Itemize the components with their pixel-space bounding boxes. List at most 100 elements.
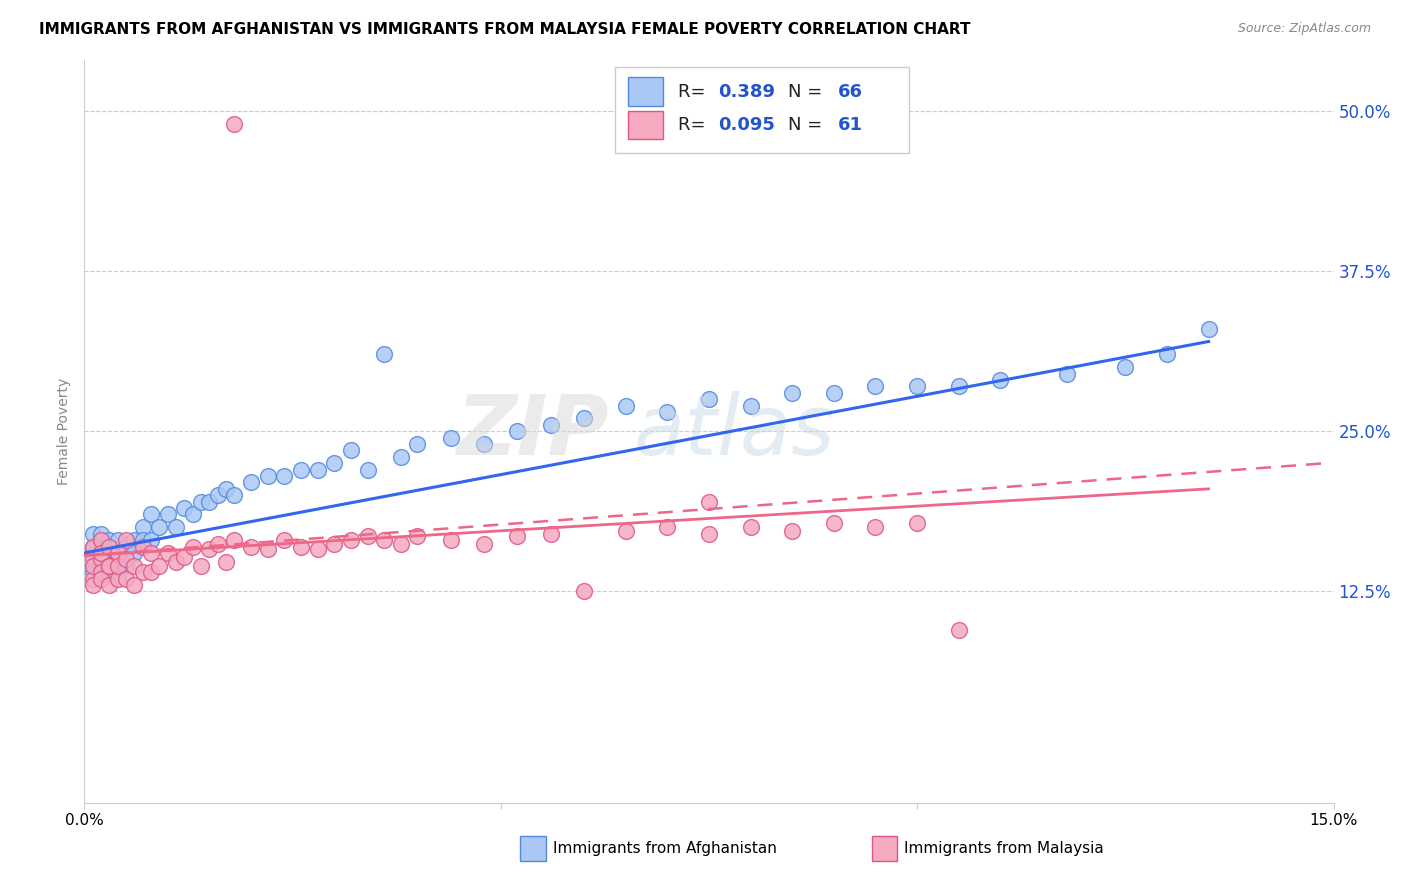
Point	[905, 379, 928, 393]
Point	[98, 540, 121, 554]
Point	[98, 558, 121, 573]
Point	[1156, 347, 1178, 361]
Y-axis label: Female Poverty: Female Poverty	[58, 377, 72, 485]
Point	[124, 558, 146, 573]
Point	[82, 572, 104, 586]
Point	[740, 520, 762, 534]
Point	[905, 516, 928, 531]
Point	[239, 475, 262, 490]
Point	[290, 463, 312, 477]
Point	[239, 540, 262, 554]
Point	[82, 540, 104, 554]
Point	[181, 508, 204, 522]
Point	[780, 524, 803, 538]
Point	[990, 373, 1012, 387]
Point	[780, 385, 803, 400]
Point	[224, 117, 246, 131]
Point	[98, 578, 121, 592]
Point	[273, 469, 295, 483]
Point	[90, 526, 112, 541]
Point	[90, 533, 112, 548]
Point	[440, 533, 463, 548]
Text: N =: N =	[787, 83, 828, 101]
Point	[98, 540, 121, 554]
Point	[98, 565, 121, 579]
Text: N =: N =	[787, 116, 828, 134]
Point	[98, 533, 121, 548]
Point	[115, 572, 138, 586]
Point	[124, 546, 146, 560]
Point	[323, 537, 346, 551]
Point	[82, 558, 104, 573]
Point	[697, 494, 720, 508]
Point	[173, 501, 195, 516]
Point	[107, 572, 129, 586]
Point	[190, 558, 212, 573]
Point	[173, 549, 195, 564]
Point	[389, 450, 412, 464]
Point	[148, 520, 170, 534]
Point	[107, 552, 129, 566]
Point	[273, 533, 295, 548]
Point	[115, 558, 138, 573]
Point	[198, 494, 221, 508]
Bar	[627, 111, 662, 139]
Point	[90, 572, 112, 586]
Point	[472, 537, 495, 551]
Point	[307, 463, 329, 477]
Point	[107, 558, 129, 573]
Point	[1198, 321, 1220, 335]
Point	[406, 437, 429, 451]
Point	[865, 520, 887, 534]
Point	[107, 533, 129, 548]
Point	[107, 558, 129, 573]
Point	[697, 526, 720, 541]
Point	[340, 443, 363, 458]
Point	[181, 540, 204, 554]
Point	[224, 488, 246, 502]
Text: Immigrants from Malaysia: Immigrants from Malaysia	[904, 841, 1104, 855]
Point	[148, 558, 170, 573]
Text: R=: R=	[678, 116, 711, 134]
Point	[540, 417, 562, 432]
Text: 66: 66	[838, 83, 863, 101]
Text: Immigrants from Afghanistan: Immigrants from Afghanistan	[553, 841, 776, 855]
Point	[90, 565, 112, 579]
Point	[115, 533, 138, 548]
Point	[165, 555, 187, 569]
Point	[90, 558, 112, 573]
Point	[865, 379, 887, 393]
Point	[207, 537, 229, 551]
Point	[156, 508, 179, 522]
Text: ZIP: ZIP	[457, 391, 609, 472]
Point	[90, 546, 112, 560]
Point	[115, 540, 138, 554]
Point	[948, 379, 970, 393]
Point	[740, 399, 762, 413]
Point	[256, 469, 278, 483]
Point	[1114, 360, 1136, 375]
Point	[156, 546, 179, 560]
Point	[90, 546, 112, 560]
Text: 0.095: 0.095	[717, 116, 775, 134]
Point	[614, 524, 637, 538]
Point	[82, 540, 104, 554]
Point	[406, 529, 429, 543]
Text: atlas: atlas	[634, 391, 835, 472]
Point	[131, 565, 153, 579]
Point	[90, 552, 112, 566]
Point	[131, 540, 153, 554]
FancyBboxPatch shape	[616, 67, 908, 153]
Point	[82, 526, 104, 541]
Point	[90, 533, 112, 548]
Point	[165, 520, 187, 534]
Text: R=: R=	[678, 83, 711, 101]
Point	[82, 546, 104, 560]
Text: 0.389: 0.389	[717, 83, 775, 101]
Point	[572, 584, 595, 599]
Point	[115, 546, 138, 560]
Point	[472, 437, 495, 451]
Point	[506, 529, 529, 543]
Point	[356, 463, 378, 477]
Point	[115, 552, 138, 566]
